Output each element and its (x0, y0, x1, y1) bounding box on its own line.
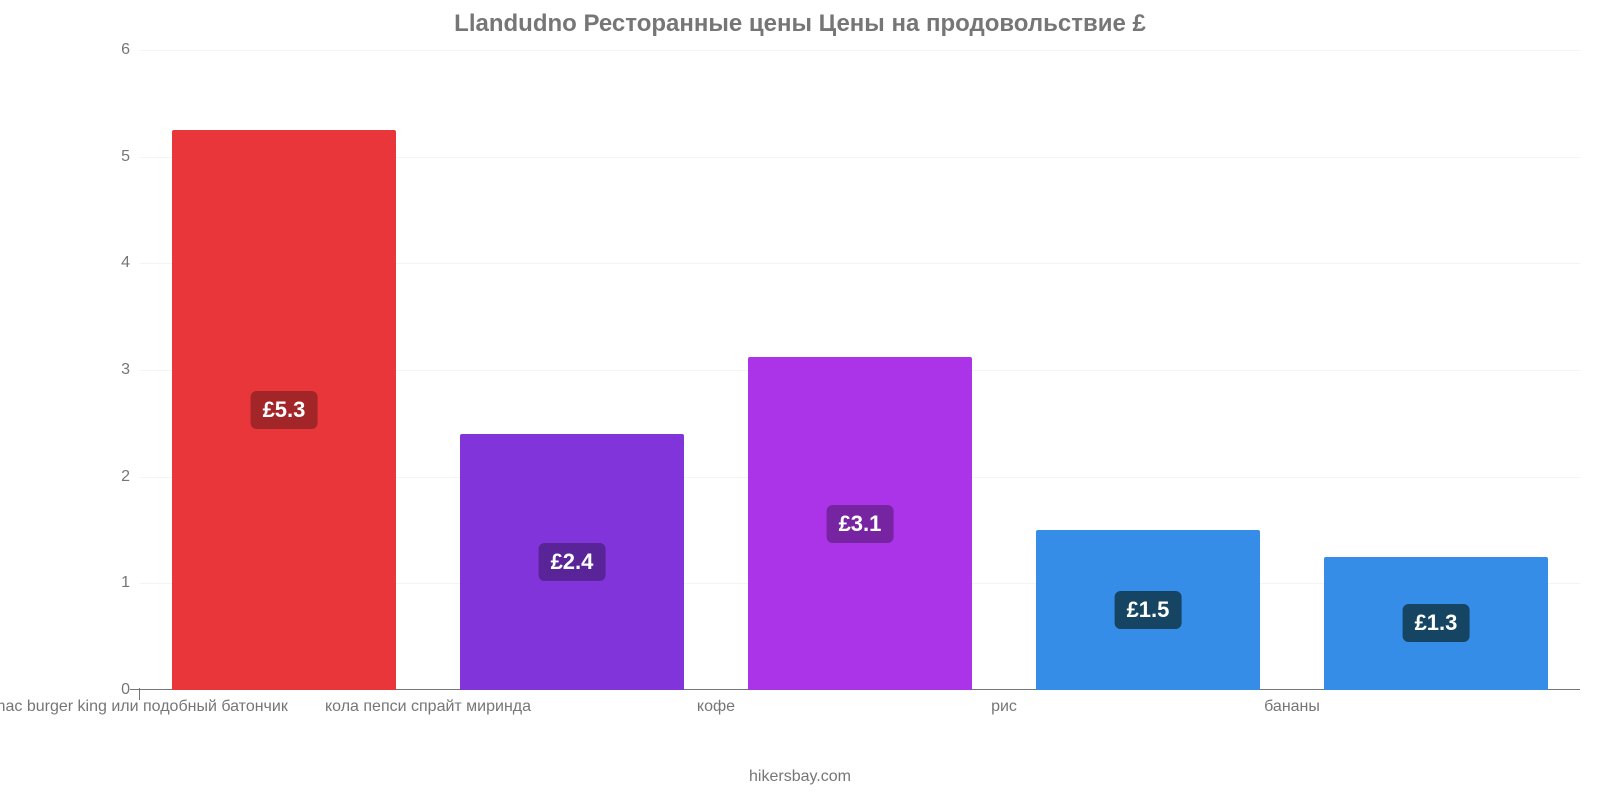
chart-title: Llandudno Ресторанные цены Цены на продо… (0, 10, 1600, 38)
bars-layer: £5.3 £2.4 £3.1 £1.5 £1.3 (140, 50, 1580, 690)
plot-area: 0123456 £5.3£2.4£3.1£1.5£1.3 mac burger … (140, 50, 1580, 690)
value-badge: £1.3 (1403, 604, 1470, 642)
bar: £1.3 (1324, 557, 1549, 690)
y-tick-label: 5 (121, 148, 140, 166)
y-tick-label: 2 (121, 468, 140, 486)
bar: £5.3 (172, 130, 397, 690)
value-badge: £5.3 (251, 391, 318, 429)
attribution-text: hikersbay.com (0, 768, 1600, 786)
x-tick-label: кофе (697, 690, 735, 716)
x-tick-label: бананы (1264, 690, 1320, 716)
y-tick-label: 3 (121, 361, 140, 379)
y-tick-label: 1 (121, 574, 140, 592)
y-tick-label: 4 (121, 254, 140, 272)
x-tick-label: mac burger king или подобный батончик (0, 690, 288, 716)
value-badge: £2.4 (539, 543, 606, 581)
bar: £2.4 (460, 434, 685, 690)
x-tick-label: рис (991, 690, 1017, 716)
price-bar-chart: Llandudno Ресторанные цены Цены на продо… (0, 0, 1600, 800)
y-tick-label: 6 (121, 41, 140, 59)
x-tick-label: кола пепси спрайт миринда (325, 690, 531, 716)
bar: £1.5 (1036, 530, 1261, 690)
value-badge: £3.1 (827, 505, 894, 543)
value-badge: £1.5 (1115, 591, 1182, 629)
bar: £3.1 (748, 357, 973, 690)
